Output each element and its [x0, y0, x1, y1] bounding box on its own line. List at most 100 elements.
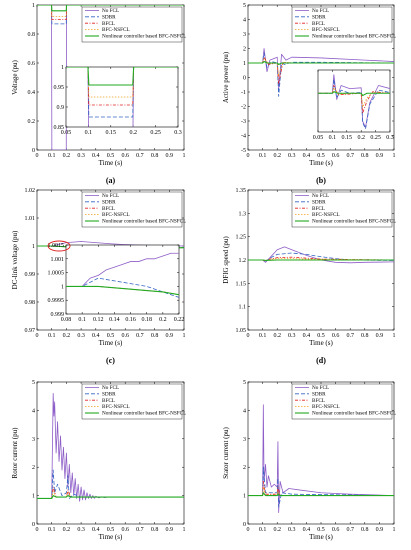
y-tick-label: 0.6 [28, 61, 36, 67]
inset-plot-frame [65, 244, 180, 315]
y-tick-label: 1.15 [236, 281, 247, 287]
legend-label: No FCL [312, 8, 329, 14]
inset-x-tick-label: 0.2 [357, 135, 365, 141]
legend-label: SDBR [312, 199, 326, 205]
inset-x-tick-label: 0.3 [386, 135, 394, 141]
panel-e: 0 0.1 0.2 0.3 0.4 0.5 0.6 0.7 0.8 0.9 1 0 1 2 3 4 5 Time … [11, 380, 186, 541]
x-tick-label: 0.8 [361, 333, 369, 339]
panel-b: 0 0.1 0.2 0.3 0.4 0.5 0.6 0.7 0.8 0.9 1 -5 -4 -3 -2 -1 0… [222, 3, 396, 185]
legend-label: No FCL [102, 8, 119, 14]
y-tick-label: 4 [243, 18, 246, 24]
y-tick-label: 0.98 [25, 300, 36, 306]
inset-x-tick-label: 0.18 [141, 317, 152, 323]
x-tick-label: 1 [393, 333, 396, 339]
x-tick-label: 0.8 [361, 153, 369, 159]
y-tick-label: 0 [243, 522, 246, 528]
x-tick-label: 0.6 [121, 527, 129, 533]
series-line [248, 466, 394, 508]
y-tick-label: 5 [243, 380, 246, 386]
y-tick-label: -5 [241, 148, 246, 154]
panel-label: (b) [316, 176, 326, 185]
x-tick-label: 0.2 [273, 333, 281, 339]
x-axis-label: Time (s) [99, 339, 123, 347]
y-tick-label: 0.99 [25, 272, 36, 278]
y-tick-label: 0 [32, 148, 35, 154]
inset-x-tick-label: 0.1 [78, 317, 86, 323]
legend-label: SDBR [312, 14, 326, 20]
legend-label: BFCL [312, 398, 325, 404]
x-tick-label: 1 [393, 153, 396, 159]
inset-series-line [318, 85, 390, 114]
y-tick-label: 1.02 [25, 188, 36, 194]
legend-label: BFCL [102, 206, 115, 212]
x-tick-label: 0.5 [317, 333, 325, 339]
inset-x-tick-label: 0.22 [174, 317, 185, 323]
inset-series-line [66, 67, 178, 106]
y-tick-label: 1 [32, 244, 35, 250]
series-line [37, 469, 184, 499]
legend-label: Nonlinear controller based BFC-NSFCL [102, 34, 186, 40]
legend-label: BFCL [102, 398, 115, 404]
x-tick-label: 0.6 [332, 153, 340, 159]
x-tick-label: 0.4 [92, 333, 100, 339]
inset-y-tick-label: 1.0005 [48, 271, 65, 277]
inset-x-tick-label: 0.05 [61, 130, 72, 136]
inset-y-tick-label: 0.9 [57, 105, 65, 111]
inset-series-line [318, 78, 390, 130]
legend-label: BFC-NSFCL [102, 27, 130, 33]
y-tick-label: 1 [243, 494, 246, 500]
inset-x-tick-label: 0.25 [150, 130, 161, 136]
y-tick-label: 1.3 [239, 211, 247, 217]
y-tick-label: -1 [241, 90, 246, 96]
x-tick-label: 0.8 [361, 527, 369, 533]
y-tick-label: 3 [243, 32, 246, 38]
legend-label: No FCL [102, 385, 119, 391]
inset-series-line [318, 91, 390, 97]
y-tick-label: 1.2 [239, 258, 247, 264]
x-tick-label: 0.5 [317, 527, 325, 533]
legend-label: SDBR [102, 199, 116, 205]
y-tick-label: -4 [241, 134, 246, 140]
y-tick-label: 1.1 [239, 305, 247, 311]
series-line [37, 5, 184, 18]
x-tick-label: 0.1 [48, 527, 56, 533]
legend-label: SDBR [312, 391, 326, 397]
inset-series-line [66, 67, 178, 86]
y-tick-label: 0.4 [28, 90, 36, 96]
inset-y-tick-label: 1 [61, 65, 64, 71]
y-axis-label: Rotor current (pu) [11, 427, 19, 479]
y-tick-label: 5 [32, 380, 35, 386]
x-tick-label: 0 [247, 527, 250, 533]
inset-series-line [318, 87, 390, 108]
x-tick-label: 0.1 [48, 333, 56, 339]
x-tick-label: 0.2 [273, 153, 281, 159]
x-tick-label: 0.5 [107, 333, 115, 339]
x-tick-label: 0.3 [288, 153, 296, 159]
inset-b: 0.05 0.1 0.15 0.2 0.25 0.3 [313, 69, 394, 141]
x-tick-label: 1 [183, 527, 186, 533]
x-tick-label: 1 [183, 153, 186, 159]
panel-label: (a) [106, 176, 116, 185]
inset-x-tick-label: 0.05 [313, 135, 324, 141]
x-tick-label: 0.7 [346, 153, 354, 159]
x-tick-label: 0.6 [332, 333, 340, 339]
y-tick-label: 4 [32, 408, 35, 414]
x-tick-label: 0.3 [288, 527, 296, 533]
inset-y-tick-label: 0.95 [54, 85, 65, 91]
y-tick-label: 1 [243, 61, 246, 67]
x-tick-label: 0.2 [63, 333, 71, 339]
inset-plot-frame [317, 69, 391, 133]
legend-label: BFCL [102, 21, 115, 27]
legend-label: BFC-NSFCL [102, 404, 130, 410]
x-tick-label: 0.3 [288, 333, 296, 339]
x-tick-label: 0.8 [151, 527, 159, 533]
x-tick-label: 1 [183, 333, 186, 339]
inset-x-tick-label: 0.15 [342, 135, 353, 141]
inset-x-tick-label: 0.12 [93, 317, 104, 323]
x-tick-label: 0.6 [121, 153, 129, 159]
x-tick-label: 0.9 [376, 333, 384, 339]
x-tick-label: 0.7 [346, 527, 354, 533]
legend-label: No FCL [102, 193, 119, 199]
y-tick-label: 1 [32, 3, 35, 9]
